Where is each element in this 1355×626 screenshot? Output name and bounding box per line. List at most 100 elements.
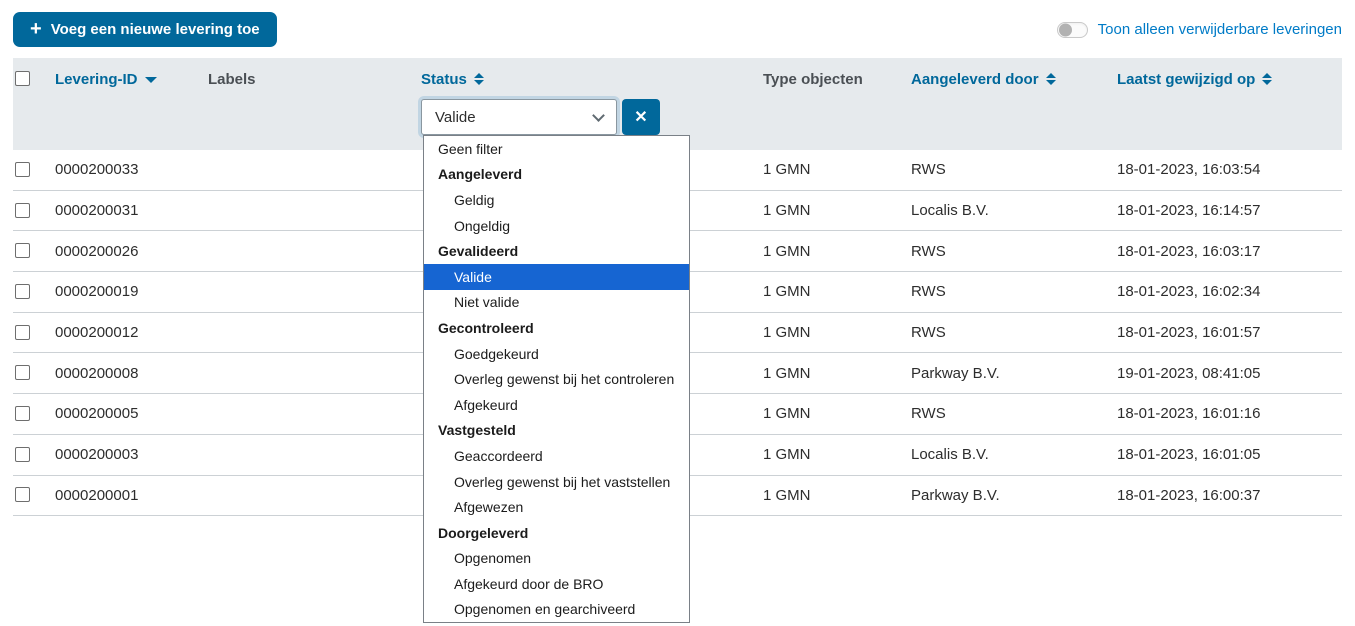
row-checkbox[interactable] bbox=[15, 324, 30, 340]
cell-levering-id: 0000200012 bbox=[55, 324, 139, 342]
plus-icon: + bbox=[30, 17, 42, 40]
cell-type-objecten: 1 GMN bbox=[763, 202, 811, 220]
status-dropdown-option[interactable]: Geldig bbox=[454, 191, 495, 208]
status-dropdown-option[interactable]: Niet valide bbox=[454, 294, 520, 311]
cell-laatst-gewijzigd: 18-01-2023, 16:14:57 bbox=[1117, 202, 1261, 220]
cell-type-objecten: 1 GMN bbox=[763, 364, 811, 382]
toggle-knob bbox=[1058, 23, 1072, 36]
cell-type-objecten: 1 GMN bbox=[763, 161, 811, 179]
status-dropdown-option[interactable]: Overleg gewenst bij het vaststellen bbox=[454, 473, 671, 490]
status-dropdown-group: Gecontroleerd bbox=[438, 319, 534, 336]
cell-levering-id: 0000200033 bbox=[55, 161, 139, 179]
cell-type-objecten: 1 GMN bbox=[763, 283, 811, 301]
cell-levering-id: 0000200008 bbox=[55, 364, 139, 382]
cell-levering-id: 0000200003 bbox=[55, 446, 139, 464]
cell-laatst-gewijzigd: 18-01-2023, 16:00:37 bbox=[1117, 486, 1261, 504]
column-label-laatst-gewijzigd: Laatst gewijzigd op bbox=[1117, 70, 1256, 88]
column-header-labels: Labels bbox=[208, 68, 421, 90]
status-dropdown-option[interactable]: Opgenomen bbox=[454, 550, 532, 567]
deletable-toggle-label[interactable]: Toon alleen verwijderbare leveringen bbox=[1097, 21, 1342, 38]
status-dropdown-option[interactable]: Geen filter bbox=[438, 140, 503, 157]
status-dropdown-group: Doorgeleverd bbox=[438, 524, 529, 541]
row-checkbox[interactable] bbox=[15, 202, 30, 218]
deletable-toggle-wrap: Toon alleen verwijderbare leveringen bbox=[1056, 21, 1342, 38]
cell-laatst-gewijzigd: 18-01-2023, 16:01:05 bbox=[1117, 446, 1261, 464]
cell-type-objecten: 1 GMN bbox=[763, 405, 811, 423]
status-dropdown-group: Vastgesteld bbox=[438, 422, 516, 439]
chevron-down-icon bbox=[592, 108, 605, 122]
status-dropdown: Geen filter Aangeleverd Geldig Ongeldig … bbox=[423, 135, 690, 624]
cell-laatst-gewijzigd: 18-01-2023, 16:03:54 bbox=[1117, 161, 1261, 179]
status-dropdown-option[interactable]: Opgenomen en gearchiveerd bbox=[454, 601, 636, 618]
cell-type-objecten: 1 GMN bbox=[763, 324, 811, 342]
column-label-levering-id: Levering-ID bbox=[55, 70, 138, 88]
status-dropdown-option[interactable]: Valide bbox=[424, 263, 689, 290]
cell-aangeleverd-door: RWS bbox=[911, 324, 946, 342]
row-checkbox[interactable] bbox=[15, 405, 30, 421]
cell-aangeleverd-door: Parkway B.V. bbox=[911, 364, 1000, 382]
cell-levering-id: 0000200001 bbox=[55, 486, 139, 504]
close-icon: ✕ bbox=[634, 109, 648, 126]
cell-type-objecten: 1 GMN bbox=[763, 446, 811, 464]
column-label-labels: Labels bbox=[208, 70, 256, 88]
toolbar: + Voeg een nieuwe levering toe Toon alle… bbox=[0, 0, 1355, 58]
column-label-status: Status bbox=[421, 70, 467, 88]
column-header-status[interactable]: Status bbox=[421, 68, 763, 90]
row-checkbox[interactable] bbox=[15, 161, 30, 177]
cell-laatst-gewijzigd: 19-01-2023, 08:41:05 bbox=[1117, 364, 1261, 382]
cell-aangeleverd-door: Localis B.V. bbox=[911, 202, 989, 220]
sort-both-icon bbox=[473, 73, 484, 85]
cell-aangeleverd-door: RWS bbox=[911, 242, 946, 260]
status-dropdown-option[interactable]: Afgewezen bbox=[454, 499, 524, 516]
status-dropdown-option[interactable]: Goedgekeurd bbox=[454, 345, 539, 362]
column-header-laatst-gewijzigd[interactable]: Laatst gewijzigd op bbox=[1117, 68, 1342, 90]
cell-laatst-gewijzigd: 18-01-2023, 16:03:17 bbox=[1117, 242, 1261, 260]
row-checkbox[interactable] bbox=[15, 283, 30, 299]
cell-laatst-gewijzigd: 18-01-2023, 16:01:16 bbox=[1117, 405, 1261, 423]
status-dropdown-option[interactable]: Overleg gewenst bij het controleren bbox=[454, 371, 675, 388]
select-all-checkbox[interactable] bbox=[15, 71, 30, 86]
status-dropdown-option[interactable]: Geaccordeerd bbox=[454, 447, 543, 464]
status-dropdown-group: Aangeleverd bbox=[438, 166, 523, 183]
cell-aangeleverd-door: RWS bbox=[911, 405, 946, 423]
status-filter-row: Valide ✕ bbox=[421, 99, 763, 135]
add-delivery-button[interactable]: + Voeg een nieuwe levering toe bbox=[13, 12, 277, 47]
cell-laatst-gewijzigd: 18-01-2023, 16:01:57 bbox=[1117, 324, 1261, 342]
deliveries-table: Levering-ID Labels Status Valide ✕ bbox=[13, 58, 1342, 624]
cell-type-objecten: 1 GMN bbox=[763, 486, 811, 504]
column-header-type-objecten: Type objecten bbox=[763, 68, 911, 90]
add-delivery-button-label: Voeg een nieuwe levering toe bbox=[50, 21, 260, 38]
cell-aangeleverd-door: RWS bbox=[911, 161, 946, 179]
status-dropdown-group: Gevalideerd bbox=[438, 243, 519, 260]
column-header-aangeleverd-door[interactable]: Aangeleverd door bbox=[911, 68, 1117, 90]
cell-levering-id: 0000200019 bbox=[55, 283, 139, 301]
status-filter-clear-button[interactable]: ✕ bbox=[622, 99, 660, 135]
status-filter-select[interactable]: Valide bbox=[421, 99, 617, 135]
sort-both-icon bbox=[1045, 73, 1056, 85]
cell-levering-id: 0000200026 bbox=[55, 242, 139, 260]
cell-levering-id: 0000200005 bbox=[55, 405, 139, 423]
column-label-aangeleverd-door: Aangeleverd door bbox=[911, 70, 1039, 88]
cell-aangeleverd-door: Parkway B.V. bbox=[911, 486, 1000, 504]
select-all-cell bbox=[13, 68, 55, 91]
status-dropdown-option[interactable]: Afgekeurd door de BRO bbox=[454, 575, 604, 592]
deletable-toggle-switch[interactable] bbox=[1056, 21, 1088, 38]
column-header-levering-id[interactable]: Levering-ID bbox=[55, 68, 208, 90]
row-checkbox[interactable] bbox=[15, 487, 30, 503]
row-checkbox[interactable] bbox=[15, 446, 30, 462]
cell-laatst-gewijzigd: 18-01-2023, 16:02:34 bbox=[1117, 283, 1261, 301]
status-dropdown-option[interactable]: Afgekeurd bbox=[454, 396, 518, 413]
status-dropdown-option[interactable]: Ongeldig bbox=[454, 217, 511, 234]
status-filter-selected-value: Valide bbox=[435, 108, 476, 126]
sort-both-icon bbox=[1262, 73, 1273, 85]
row-checkbox[interactable] bbox=[15, 365, 30, 381]
table-header-row: Levering-ID Labels Status Valide ✕ bbox=[13, 58, 1342, 150]
column-label-type-objecten: Type objecten bbox=[763, 70, 863, 88]
sort-desc-icon bbox=[144, 77, 157, 83]
cell-levering-id: 0000200031 bbox=[55, 202, 139, 220]
row-checkbox[interactable] bbox=[15, 243, 30, 259]
cell-aangeleverd-door: RWS bbox=[911, 283, 946, 301]
cell-aangeleverd-door: Localis B.V. bbox=[911, 446, 989, 464]
cell-type-objecten: 1 GMN bbox=[763, 242, 811, 260]
column-header-status-cell: Status Valide ✕ bbox=[421, 68, 763, 135]
